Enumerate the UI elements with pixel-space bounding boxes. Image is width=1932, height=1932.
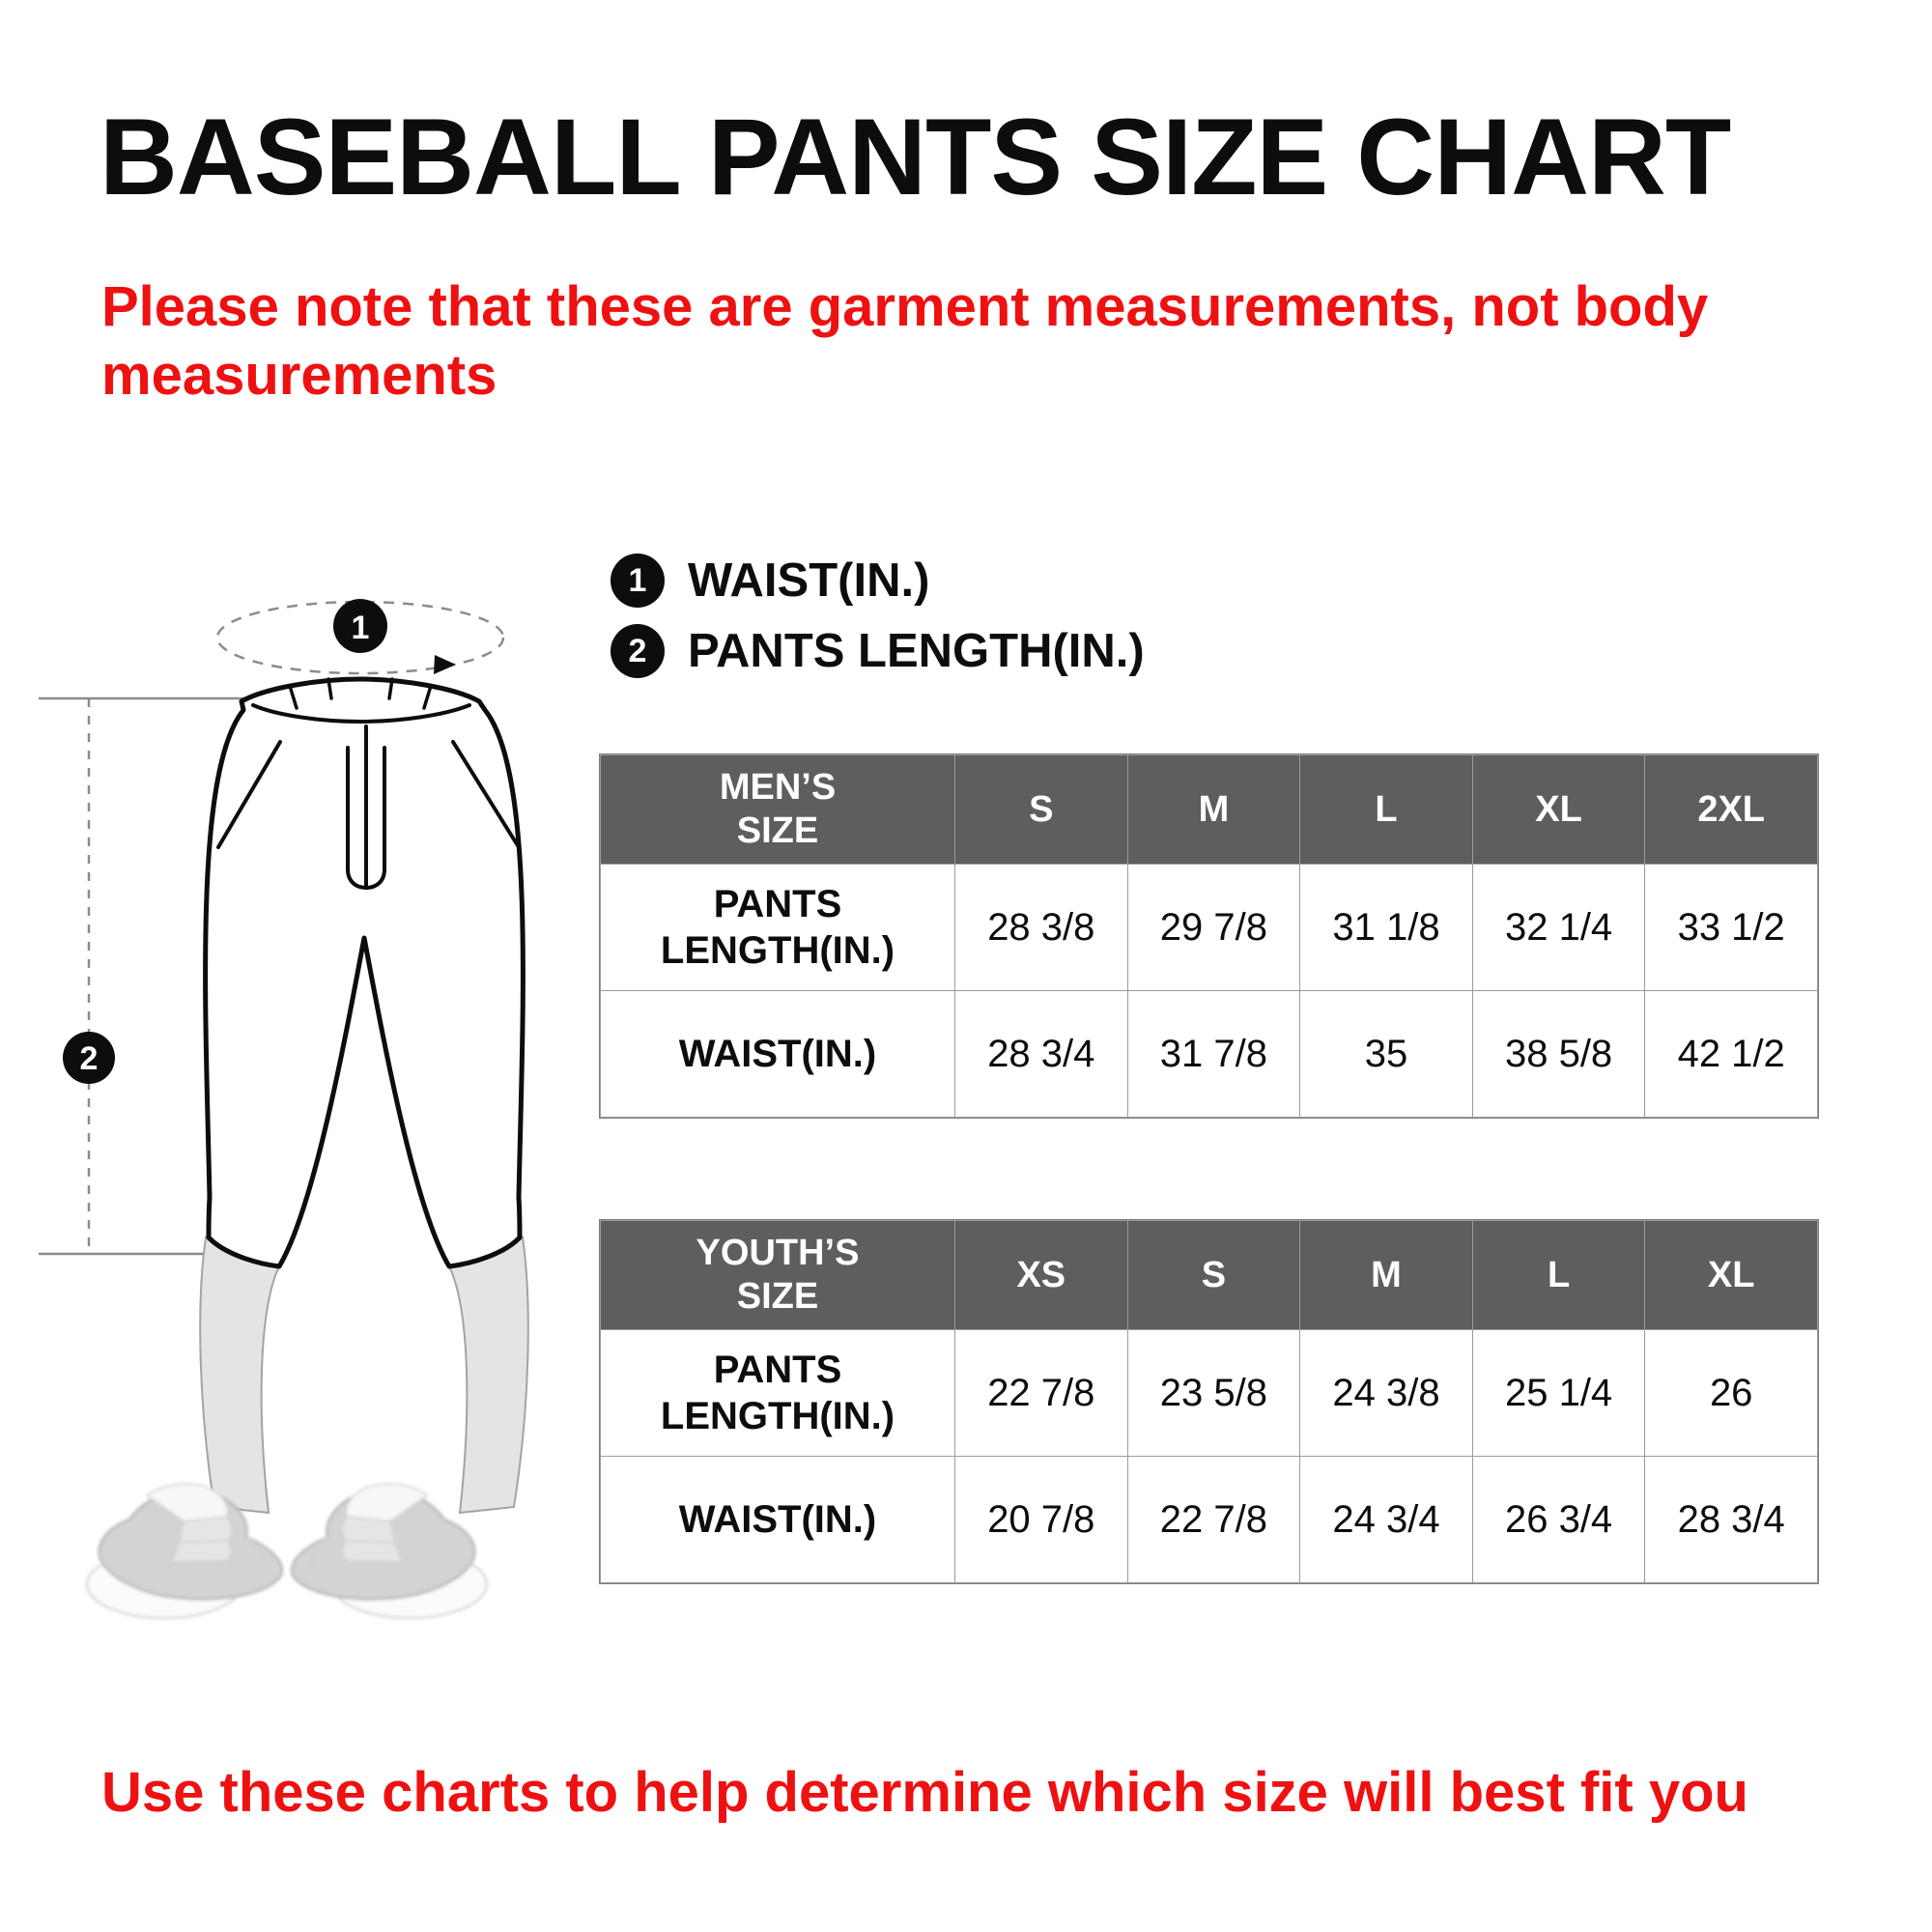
svg-text:1: 1: [352, 610, 370, 646]
svg-text:2: 2: [80, 1040, 99, 1077]
